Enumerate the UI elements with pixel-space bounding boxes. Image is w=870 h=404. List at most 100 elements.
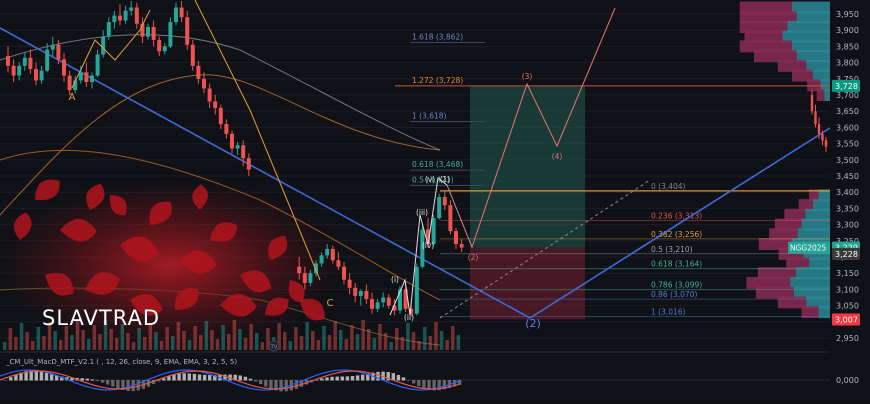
price-tick-label: 3,950 [836, 10, 859, 19]
candle-body [185, 17, 190, 45]
macd-hist-bar [406, 380, 411, 381]
candle-body [342, 266, 346, 280]
volume-bars [3, 320, 461, 350]
price-tick-label: 3,800 [836, 59, 859, 68]
volume-bar [367, 329, 371, 350]
macd-hist-bar [167, 376, 171, 381]
vp-bar-up [796, 11, 830, 24]
volume-bar [406, 323, 410, 350]
candle-body [123, 10, 128, 21]
macd-hist-bar [401, 377, 406, 381]
candle-body [34, 69, 38, 81]
volume-bar [423, 327, 427, 350]
abc-wave-path[interactable] [71, 9, 151, 89]
volume-bar [249, 324, 253, 350]
candle-body [442, 197, 447, 206]
macd-hist-bar [238, 375, 242, 381]
volume-bar [260, 342, 265, 350]
trend-line[interactable] [529, 127, 831, 319]
macd-hist-bar [197, 374, 202, 381]
volume-bar [171, 336, 175, 350]
volume-bar [143, 337, 147, 350]
candle-body [168, 22, 173, 47]
abc-wave-path[interactable] [194, 0, 321, 281]
candle-body [28, 57, 33, 70]
target-zone[interactable] [470, 85, 585, 248]
dashed-retrace[interactable] [446, 184, 473, 248]
candle-body [224, 124, 229, 134]
vp-bar-down [807, 79, 821, 92]
price-axis[interactable]: 2,9503,0003,0503,1003,1503,2003,2503,300… [788, 0, 870, 400]
macd-zero-label: 0,000 [836, 376, 859, 385]
ornament-leaf [85, 272, 120, 295]
price-tick-label: 3,400 [836, 188, 859, 197]
price-tick-label: 3,850 [836, 42, 859, 51]
price-tick-label: 3,700 [836, 91, 859, 100]
vp-bar-down [809, 189, 819, 202]
macd-hist-bar [422, 380, 426, 389]
vp-bar-down [758, 238, 792, 251]
ornament-leaf [300, 298, 325, 321]
wave-label: (i) [391, 275, 399, 284]
volume-bar [400, 337, 405, 350]
macd-hist-bar [335, 376, 339, 381]
macd-hist-bar [417, 380, 421, 387]
volume-bar [159, 341, 164, 350]
candle-body [398, 289, 402, 311]
ornament-leaf [86, 183, 105, 210]
macd-hist-bar [345, 376, 350, 381]
macd-hist-bar [182, 373, 186, 381]
ornament-leaf [265, 297, 289, 316]
ornament-leaf [240, 270, 272, 293]
price-tick-label: 3,500 [836, 156, 859, 165]
stop-zone[interactable] [470, 247, 585, 320]
volume-bar [350, 325, 354, 350]
candle-body [213, 101, 218, 108]
candle-body [179, 7, 184, 18]
candle-body [386, 297, 391, 306]
ornament-leaf [45, 272, 74, 296]
volume-bar [372, 338, 377, 350]
macd-hist-bar [233, 374, 237, 381]
fib-ret-label: 1 (3,016) [651, 308, 686, 317]
wave-label: (iv) [422, 241, 434, 250]
candle-body [6, 56, 10, 66]
macd-hist-bar [248, 378, 253, 381]
macd-hist-bar [366, 373, 370, 381]
macd-hist-bar [136, 380, 140, 391]
candle-body [241, 145, 246, 159]
macd-hist-bar [55, 375, 59, 381]
fib-ext-label: 1.618 (3,862) [412, 33, 463, 42]
volume-bar [327, 335, 332, 350]
macd-hist-bar [106, 380, 110, 385]
fib-ret-label: 0.382 (3,256) [651, 230, 702, 239]
wave-drawings[interactable] [71, 0, 651, 319]
tv-logo[interactable] [268, 340, 280, 352]
candle-body [817, 124, 821, 134]
ornament-leaf [149, 201, 172, 225]
volume-bar [103, 320, 108, 350]
ornament-leaf [192, 184, 208, 210]
signal-line [0, 370, 461, 390]
volume-bar [322, 326, 326, 350]
symbol-tag [788, 241, 830, 254]
impulse-wave-path[interactable] [389, 177, 448, 316]
vp-bar-up [792, 40, 830, 53]
macd-hist-bar [162, 378, 166, 381]
vp-bar-down [739, 20, 788, 33]
fib-levels[interactable]: 1.618 (3,862) 1.272 (3,728) 1 (3,618) 0.618… [395, 33, 830, 318]
volume-bar [98, 334, 102, 350]
macd-hist-bar [325, 377, 329, 381]
macd-hist-bar [320, 378, 324, 381]
vp-bar-up [797, 228, 830, 241]
price-axis-bg [830, 0, 870, 400]
macd-hist-bar [361, 374, 365, 381]
macd-hist-bar [213, 375, 217, 381]
candle-body [431, 218, 436, 245]
price-tick-label: 3,550 [836, 140, 859, 149]
vp-bar-up [818, 189, 830, 202]
macd-hist-bar [111, 380, 115, 387]
macd-hist-bar [253, 380, 258, 382]
candle-body [824, 140, 828, 147]
